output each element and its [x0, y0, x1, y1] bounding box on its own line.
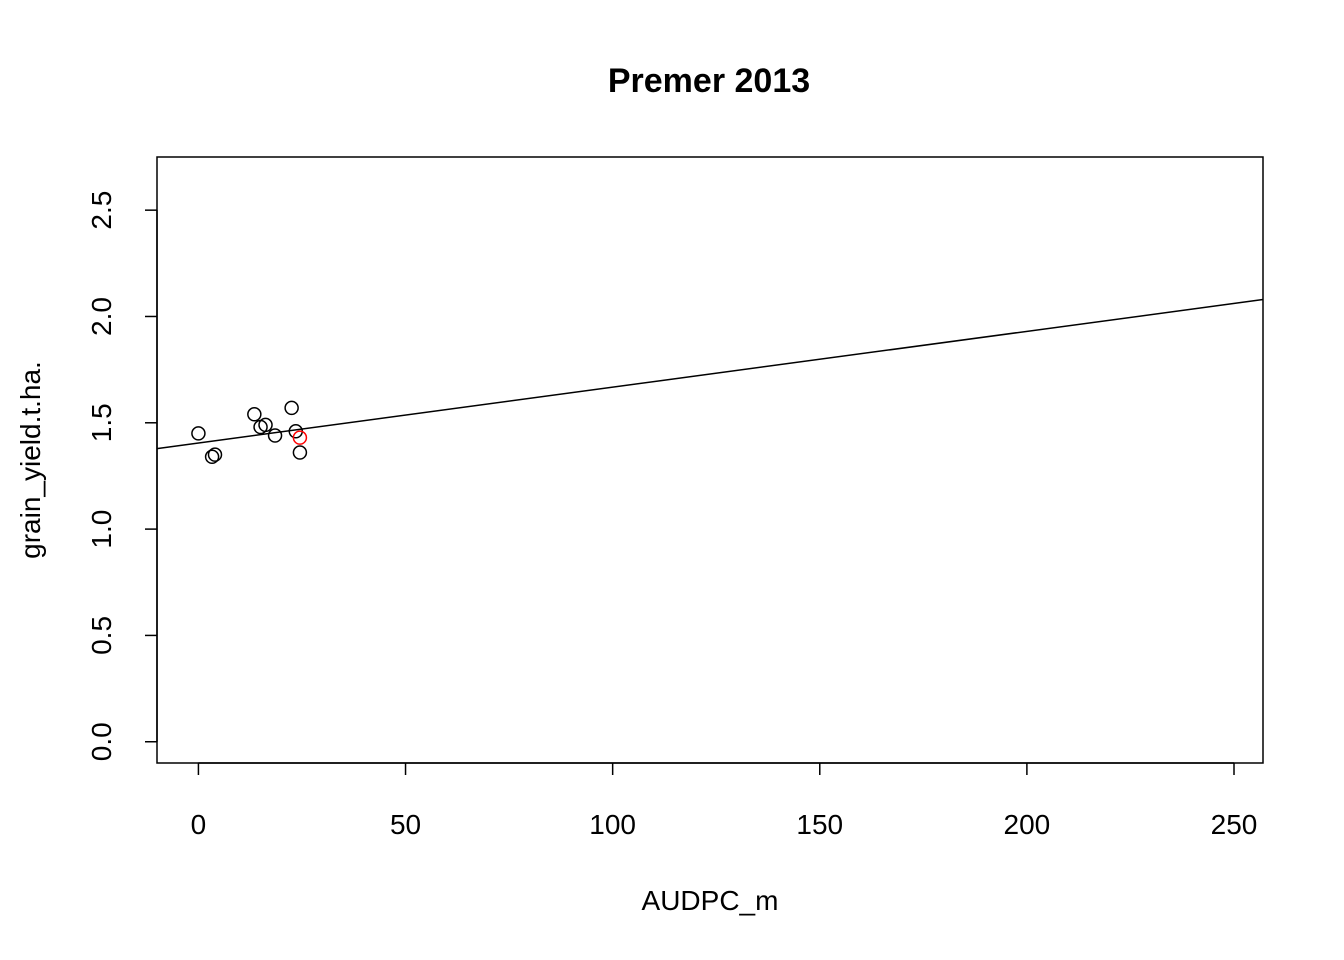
- data-point: [191, 426, 206, 441]
- x-tick-label: 100: [589, 809, 636, 840]
- x-tick-label: 50: [390, 809, 421, 840]
- y-tick-label: 2.5: [86, 191, 117, 230]
- y-tick-label: 0.0: [86, 722, 117, 761]
- points-layer: [191, 400, 308, 465]
- x-axis-label: AUDPC_m: [642, 885, 779, 916]
- regression-line: [156, 298, 1264, 450]
- data-point: [207, 447, 223, 462]
- x-axis: 0 50 100 150 200 250: [191, 762, 1258, 840]
- x-tick-label: 0: [191, 809, 207, 840]
- data-point: [247, 407, 262, 422]
- x-tick-label: 200: [1004, 809, 1051, 840]
- data-point: [267, 428, 283, 443]
- data-point: [284, 400, 299, 416]
- data-point: [292, 445, 308, 460]
- y-tick-label: 1.0: [86, 510, 117, 549]
- chart-title: Premer 2013: [608, 62, 810, 100]
- data-point: [204, 449, 220, 465]
- regression-line-layer: [156, 298, 1264, 450]
- plot-frame: [156, 156, 1264, 764]
- y-axis-label: grain_yield.t.ha.: [15, 361, 46, 559]
- data-point: [258, 417, 273, 433]
- x-tick-label: 150: [796, 809, 843, 840]
- data-point: [292, 430, 308, 445]
- y-tick-label: 0.5: [86, 616, 117, 655]
- y-axis: 0.0 0.5 1.0 1.5 2.0 2.5: [86, 191, 158, 761]
- y-tick-label: 1.5: [86, 403, 117, 442]
- y-tick-label: 2.0: [86, 297, 117, 336]
- x-tick-label: 250: [1211, 809, 1258, 840]
